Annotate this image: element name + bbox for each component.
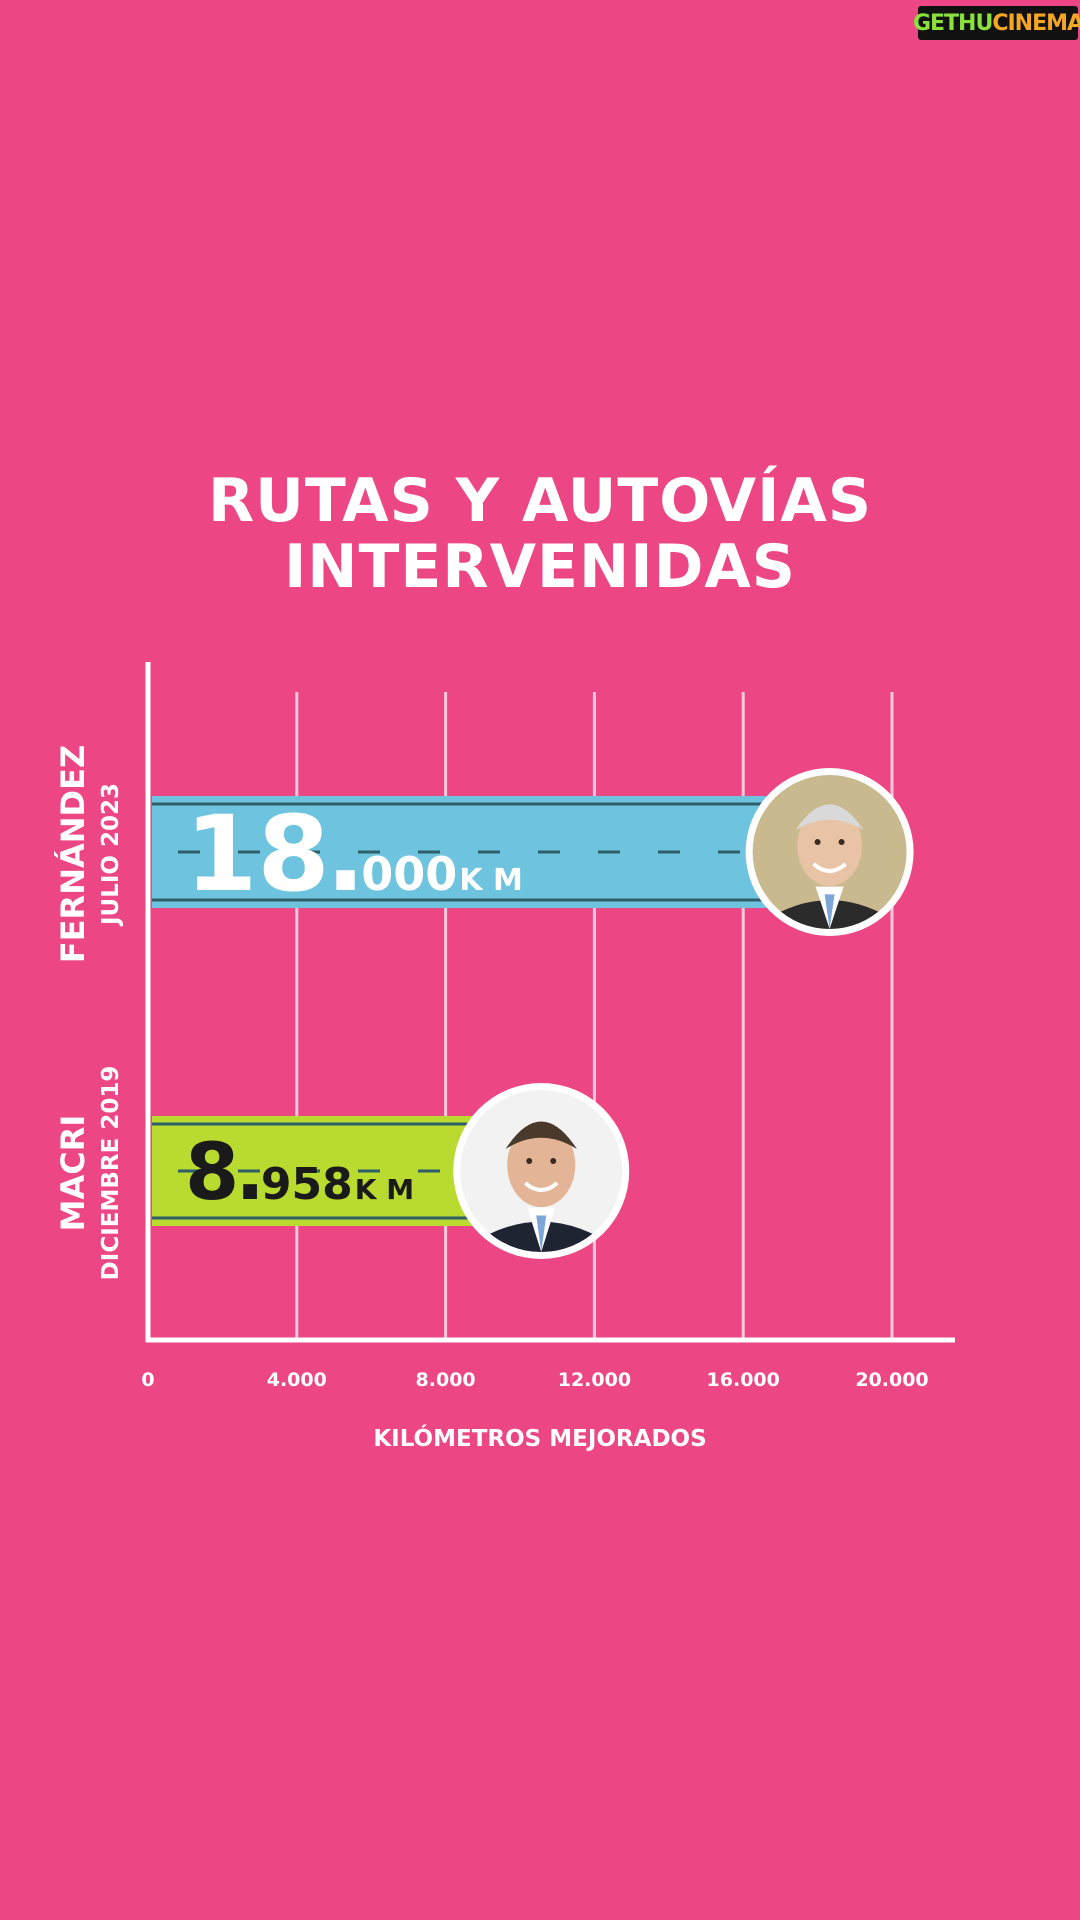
avatar-hair-1: [505, 1121, 577, 1149]
avatar-1: [453, 1083, 630, 1259]
avatar-eye-l-1: [526, 1158, 533, 1164]
x-tick-label-0: 0: [141, 1369, 154, 1391]
bar-value-label-0: 18.000K M: [185, 793, 523, 915]
avatar-tie-1: [536, 1215, 547, 1252]
category-sub-0: JULIO 2023: [98, 783, 124, 927]
value-dot-0: .: [326, 793, 366, 915]
value-unit-0: K M: [459, 863, 523, 898]
x-tick-label-4: 16.000: [707, 1369, 780, 1391]
avatar-hair-0: [795, 804, 864, 830]
category-sub-1: DICIEMBRE 2019: [98, 1066, 124, 1281]
avatar-smile-1: [523, 1181, 559, 1192]
avatar-eye-r-1: [550, 1158, 557, 1164]
avatar-0: [745, 768, 914, 936]
chart-title-line2: INTERVENIDAS: [283, 532, 797, 602]
value-rest-1: 958: [261, 1159, 353, 1210]
value-rest-0: 000: [361, 847, 457, 901]
value-unit-1: K M: [355, 1173, 414, 1206]
x-tick-label-3: 12.000: [558, 1369, 631, 1391]
avatar-eye-r-0: [838, 839, 845, 845]
watermark-part1: GETHU: [912, 10, 993, 36]
value-main-0: 18: [185, 793, 330, 915]
chart-title: RUTAS Y AUTOVÍAS INTERVENIDAS: [0, 468, 1080, 600]
avatar-photo-1: [460, 1090, 623, 1252]
x-tick-label-2: 8.000: [416, 1369, 476, 1391]
chart-title-line1: RUTAS Y AUTOVÍAS: [207, 466, 873, 536]
avatar-photo-0: [752, 775, 907, 929]
x-tick-label-1: 4.000: [267, 1369, 327, 1391]
avatar-tie-0: [824, 894, 835, 929]
avatar-eye-l-0: [814, 839, 821, 845]
watermark-logo: GETHU CINEMA: [913, 6, 1080, 40]
watermark-part2: CINEMA: [992, 10, 1080, 36]
value-dot-1: .: [235, 1128, 265, 1218]
avatar-face-1: [507, 1122, 576, 1208]
category-name-0: FERNÁNDEZ: [54, 745, 92, 963]
bar-value-label-1: 8.958K M: [185, 1128, 414, 1218]
x-tick-label-5: 20.000: [855, 1369, 928, 1391]
value-main-1: 8: [185, 1128, 239, 1218]
avatar-smile-0: [812, 862, 847, 873]
category-name-1: MACRI: [54, 1115, 92, 1232]
x-axis-label: KILÓMETROS MEJORADOS: [373, 1424, 706, 1452]
